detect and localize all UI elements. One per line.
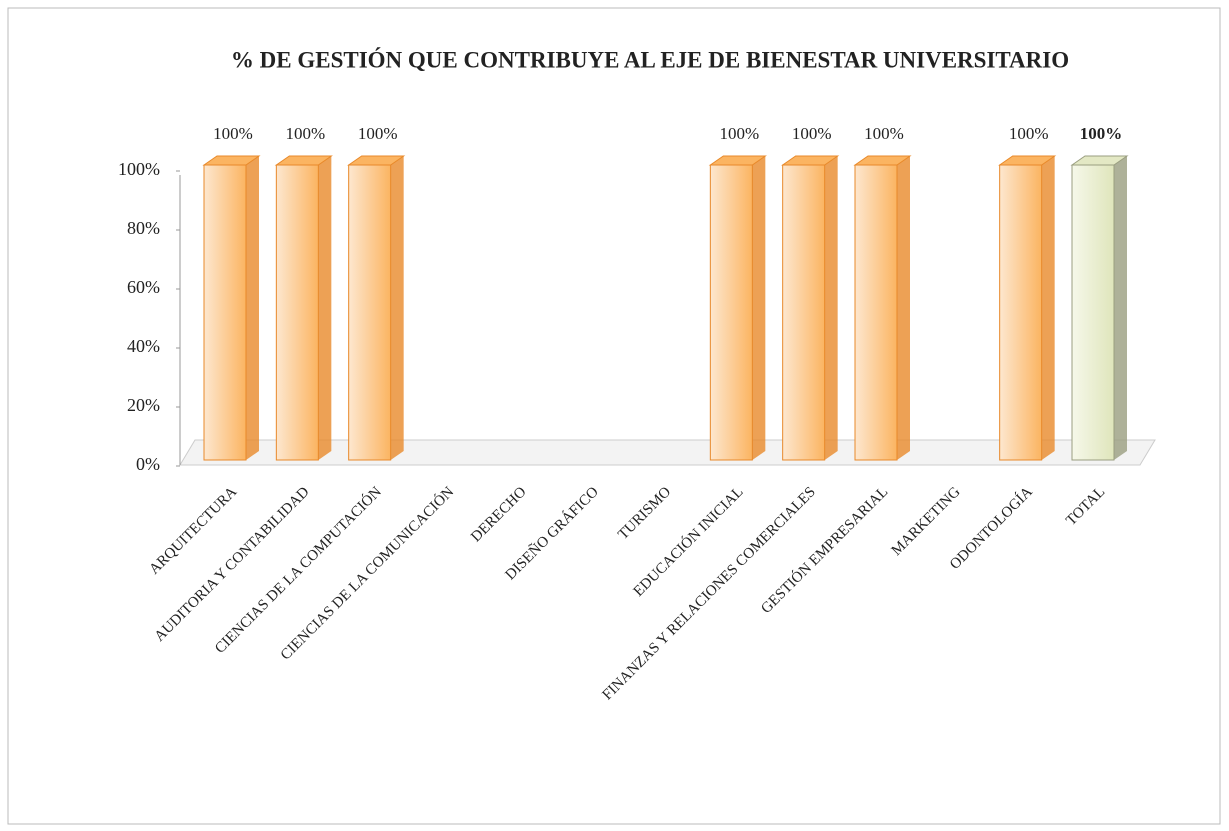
bar [348,164,392,461]
bar [275,164,319,461]
bar-side [752,156,766,460]
bar-side [1041,156,1055,460]
bar [782,164,826,461]
bar [709,164,753,461]
data-label: 100% [1009,124,1049,143]
y-tick-label: 60% [127,277,160,297]
bar-side [897,156,910,460]
bar [999,164,1043,461]
y-tick-label: 0% [136,454,160,474]
bar-side [246,156,259,460]
chart-title: % DE GESTIÓN QUE CONTRIBUYE AL EJE DE BI… [231,46,1069,72]
y-tick-label: 80% [127,218,160,238]
bar [854,164,898,461]
data-label: 100% [719,124,759,143]
y-tick-label: 20% [127,395,160,415]
y-tick-label: 40% [127,336,160,356]
bar [203,164,247,461]
floor [179,439,1156,466]
data-label: 100% [792,124,832,143]
y-tick-label: 100% [118,159,160,179]
bar-side [824,156,838,460]
data-label: 100% [358,124,398,143]
bar-side [390,156,404,460]
data-label: 100% [285,124,325,143]
bar-side [1114,156,1127,460]
data-label: 100% [213,124,253,143]
data-label: 100% [1080,124,1123,143]
bar [1071,164,1115,461]
data-label: 100% [864,124,904,143]
bar-side [318,156,332,460]
